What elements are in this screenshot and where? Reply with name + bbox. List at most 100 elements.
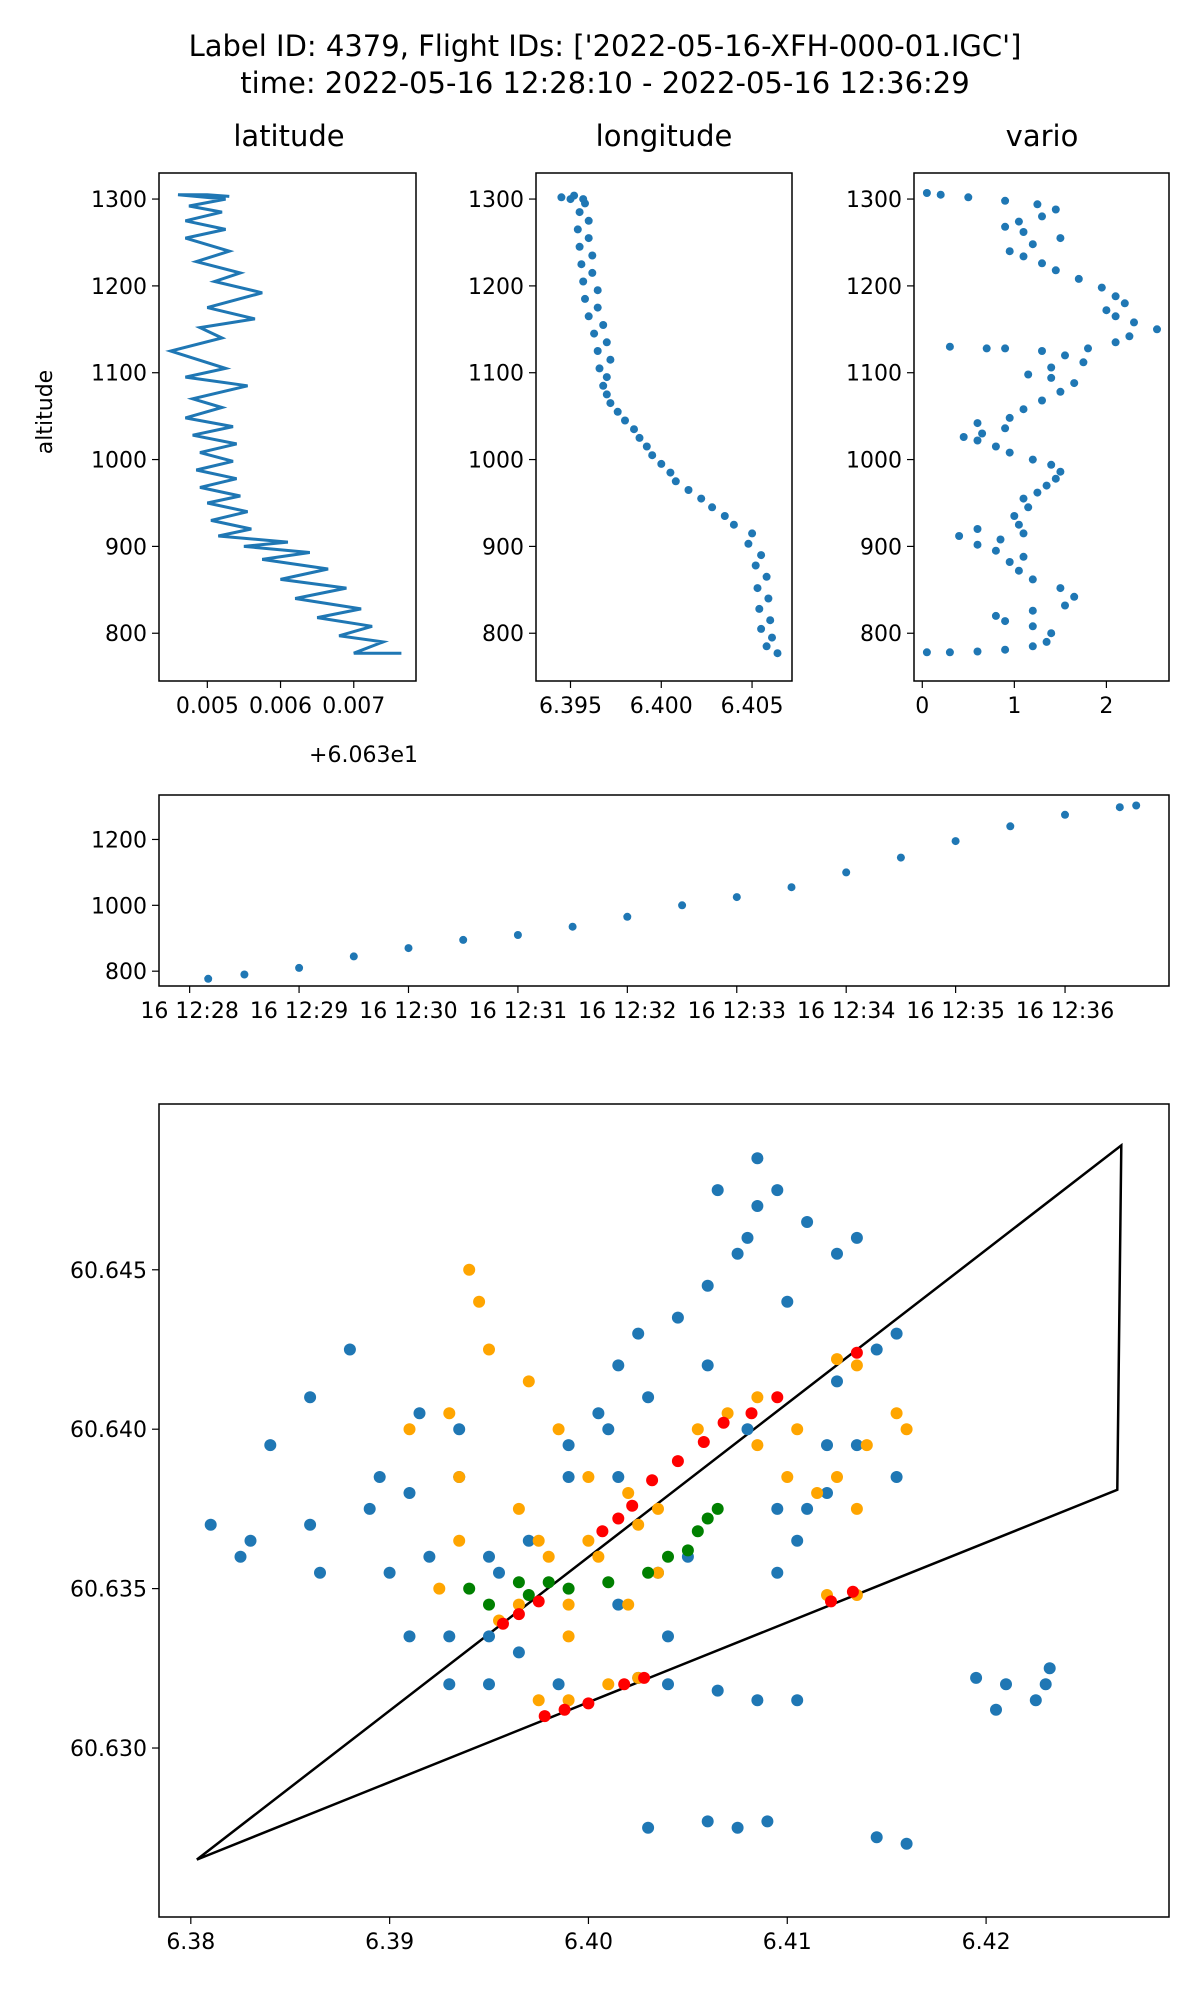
map-point xyxy=(304,1518,317,1531)
longitude-frame xyxy=(535,172,793,682)
vario-point xyxy=(1001,196,1010,205)
map-point xyxy=(443,1678,456,1691)
map-point xyxy=(691,1525,704,1538)
longitude-point xyxy=(575,208,584,217)
longitude-point xyxy=(757,551,766,560)
longitude-ytick-label: 1300 xyxy=(468,188,524,213)
map-point xyxy=(423,1550,436,1563)
map-point xyxy=(512,1502,525,1515)
map-point xyxy=(403,1487,416,1499)
map-point xyxy=(463,1582,476,1595)
longitude-ytick-label: 800 xyxy=(482,622,524,647)
longitude-point xyxy=(648,451,657,460)
vario-point xyxy=(1130,318,1138,327)
vario-point xyxy=(1111,292,1120,301)
map-point xyxy=(373,1471,386,1483)
map-point xyxy=(646,1474,659,1487)
vario-point xyxy=(1005,413,1014,422)
map-point xyxy=(751,1152,764,1165)
longitude-point xyxy=(602,390,611,399)
latitude-ytick-label: 1200 xyxy=(91,275,147,300)
map-point xyxy=(512,1576,525,1589)
map-point xyxy=(483,1630,495,1643)
map-point xyxy=(850,1359,863,1372)
map-point xyxy=(622,1487,635,1499)
vario-point xyxy=(1070,379,1079,388)
map-point xyxy=(701,1512,714,1525)
vario-ytick-label: 900 xyxy=(860,535,902,560)
map-point xyxy=(642,1391,655,1404)
vario-point xyxy=(1028,622,1037,631)
map-point xyxy=(691,1423,704,1436)
map-point xyxy=(850,1439,863,1452)
latitude-ytick-label: 1000 xyxy=(91,449,147,474)
map-point xyxy=(612,1512,625,1525)
map-point xyxy=(538,1710,551,1723)
time-xtick-label: 16 12:30 xyxy=(359,999,457,1024)
vario-point xyxy=(1042,637,1051,646)
vario-point xyxy=(991,442,1000,451)
map-point xyxy=(721,1407,734,1420)
map-point xyxy=(522,1589,535,1601)
map-xtick-label: 6.40 xyxy=(564,1930,613,1955)
map-point xyxy=(642,1821,655,1834)
longitude-point xyxy=(602,338,611,347)
map-point xyxy=(761,1815,774,1828)
time-point xyxy=(678,901,687,910)
vario-point xyxy=(959,433,968,441)
vario-point xyxy=(1047,460,1056,469)
time-point xyxy=(787,883,796,892)
vario-point xyxy=(1028,575,1037,584)
map-point xyxy=(825,1595,837,1608)
longitude-point xyxy=(757,624,766,633)
time-point xyxy=(204,974,213,983)
longitude-ytick-label: 1200 xyxy=(468,275,524,300)
vario-point xyxy=(1084,344,1092,353)
vario-point xyxy=(1033,200,1042,209)
vario-point xyxy=(1056,467,1065,476)
altitude-time-axes: 16 12:28 16 12:29 16 12:30 16 12:31 16 12:32… xyxy=(91,794,1170,1024)
longitude-point xyxy=(599,321,608,329)
map-point xyxy=(582,1534,595,1547)
time-xtick-label: 16 12:33 xyxy=(688,999,786,1024)
map-point xyxy=(821,1439,833,1452)
map-point xyxy=(522,1534,535,1547)
longitude-point xyxy=(588,251,597,260)
longitude-point xyxy=(666,468,675,477)
longitude-point xyxy=(744,539,753,548)
map-point xyxy=(562,1471,575,1483)
longitude-point xyxy=(602,373,611,382)
vario-point xyxy=(1019,552,1028,561)
map-point xyxy=(562,1439,575,1452)
latitude-frame xyxy=(158,172,417,682)
map-point xyxy=(592,1550,605,1563)
map-point xyxy=(443,1630,456,1643)
latitude-plot-area xyxy=(165,193,402,655)
map-point xyxy=(741,1231,754,1244)
longitude-point xyxy=(606,399,615,408)
vario-point xyxy=(982,344,991,353)
map-point xyxy=(831,1375,843,1388)
longitude-xtick-label: 6.405 xyxy=(721,694,784,719)
longitude-point xyxy=(766,616,775,625)
vario-point xyxy=(1014,217,1023,226)
map-point xyxy=(731,1821,744,1834)
longitude-point xyxy=(720,512,729,520)
vario-point xyxy=(991,611,1000,620)
map-point xyxy=(558,1703,571,1716)
time-point xyxy=(951,837,960,846)
vario-point xyxy=(1125,332,1134,341)
map-point xyxy=(1039,1678,1052,1691)
vario-point xyxy=(1001,617,1010,626)
longitude-point xyxy=(762,642,771,651)
map-point xyxy=(413,1407,426,1420)
map-point xyxy=(453,1423,466,1436)
time-frame xyxy=(158,794,1170,987)
longitude-point xyxy=(593,347,602,355)
map-plot-area xyxy=(196,1142,1123,1861)
vario-point xyxy=(991,546,1000,555)
vario-point xyxy=(1111,338,1120,347)
vario-point xyxy=(1028,606,1037,615)
map-point xyxy=(602,1576,615,1589)
